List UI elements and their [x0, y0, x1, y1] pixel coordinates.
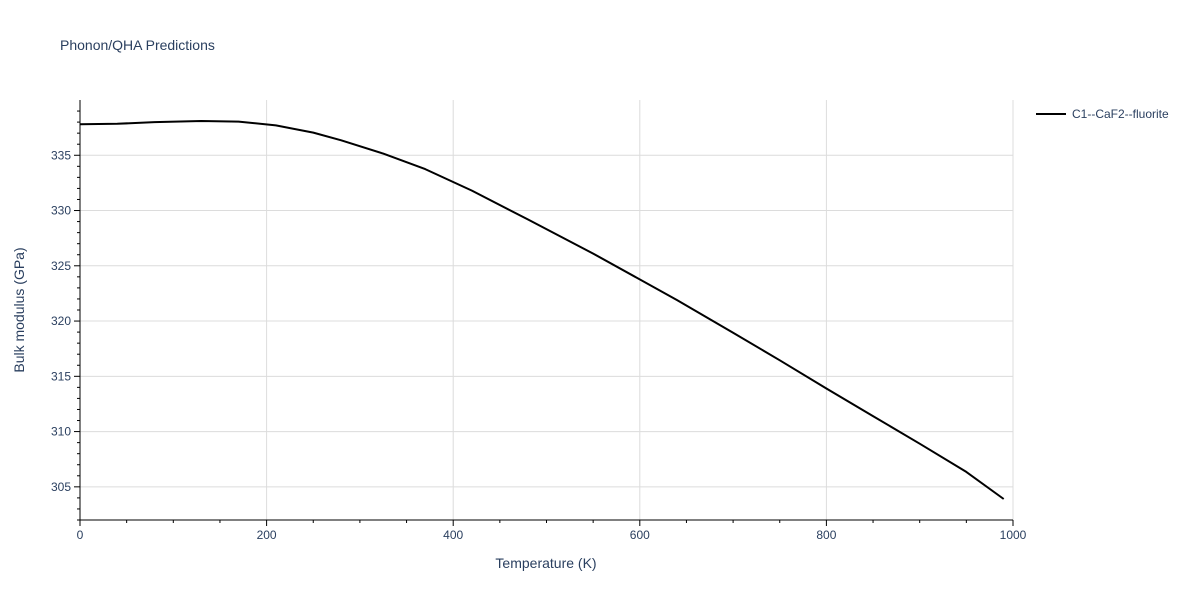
chart-title: Phonon/QHA Predictions — [60, 37, 215, 53]
y-tick-label: 305 — [51, 480, 71, 494]
x-tick-label: 200 — [257, 528, 277, 542]
grid — [80, 100, 1014, 520]
x-tick-label: 400 — [443, 528, 463, 542]
ticks: 0 200 400 600 800 1000 305 310 315 320 325 330 335 — [51, 110, 1027, 542]
series-line — [79, 120, 1005, 500]
x-tick-label: 1000 — [1000, 528, 1027, 542]
y-tick-label: 320 — [51, 314, 71, 328]
legend[interactable]: C1--CaF2--fluorite — [1036, 107, 1169, 121]
x-axis-title: Temperature (K) — [495, 555, 596, 571]
y-tick-label: 310 — [51, 425, 71, 439]
y-tick-label: 315 — [51, 369, 71, 383]
x-tick-label: 800 — [816, 528, 836, 542]
y-axis-title: Bulk modulus (GPa) — [11, 247, 27, 372]
y-tick-label: 335 — [51, 148, 71, 162]
series-layer — [79, 120, 1005, 500]
legend-label: C1--CaF2--fluorite — [1072, 107, 1169, 121]
y-tick-label: 325 — [51, 259, 71, 273]
y-tick-label: 330 — [51, 204, 71, 218]
axes — [79, 100, 1013, 521]
x-tick-label: 600 — [630, 528, 650, 542]
x-tick-label: 0 — [77, 528, 84, 542]
